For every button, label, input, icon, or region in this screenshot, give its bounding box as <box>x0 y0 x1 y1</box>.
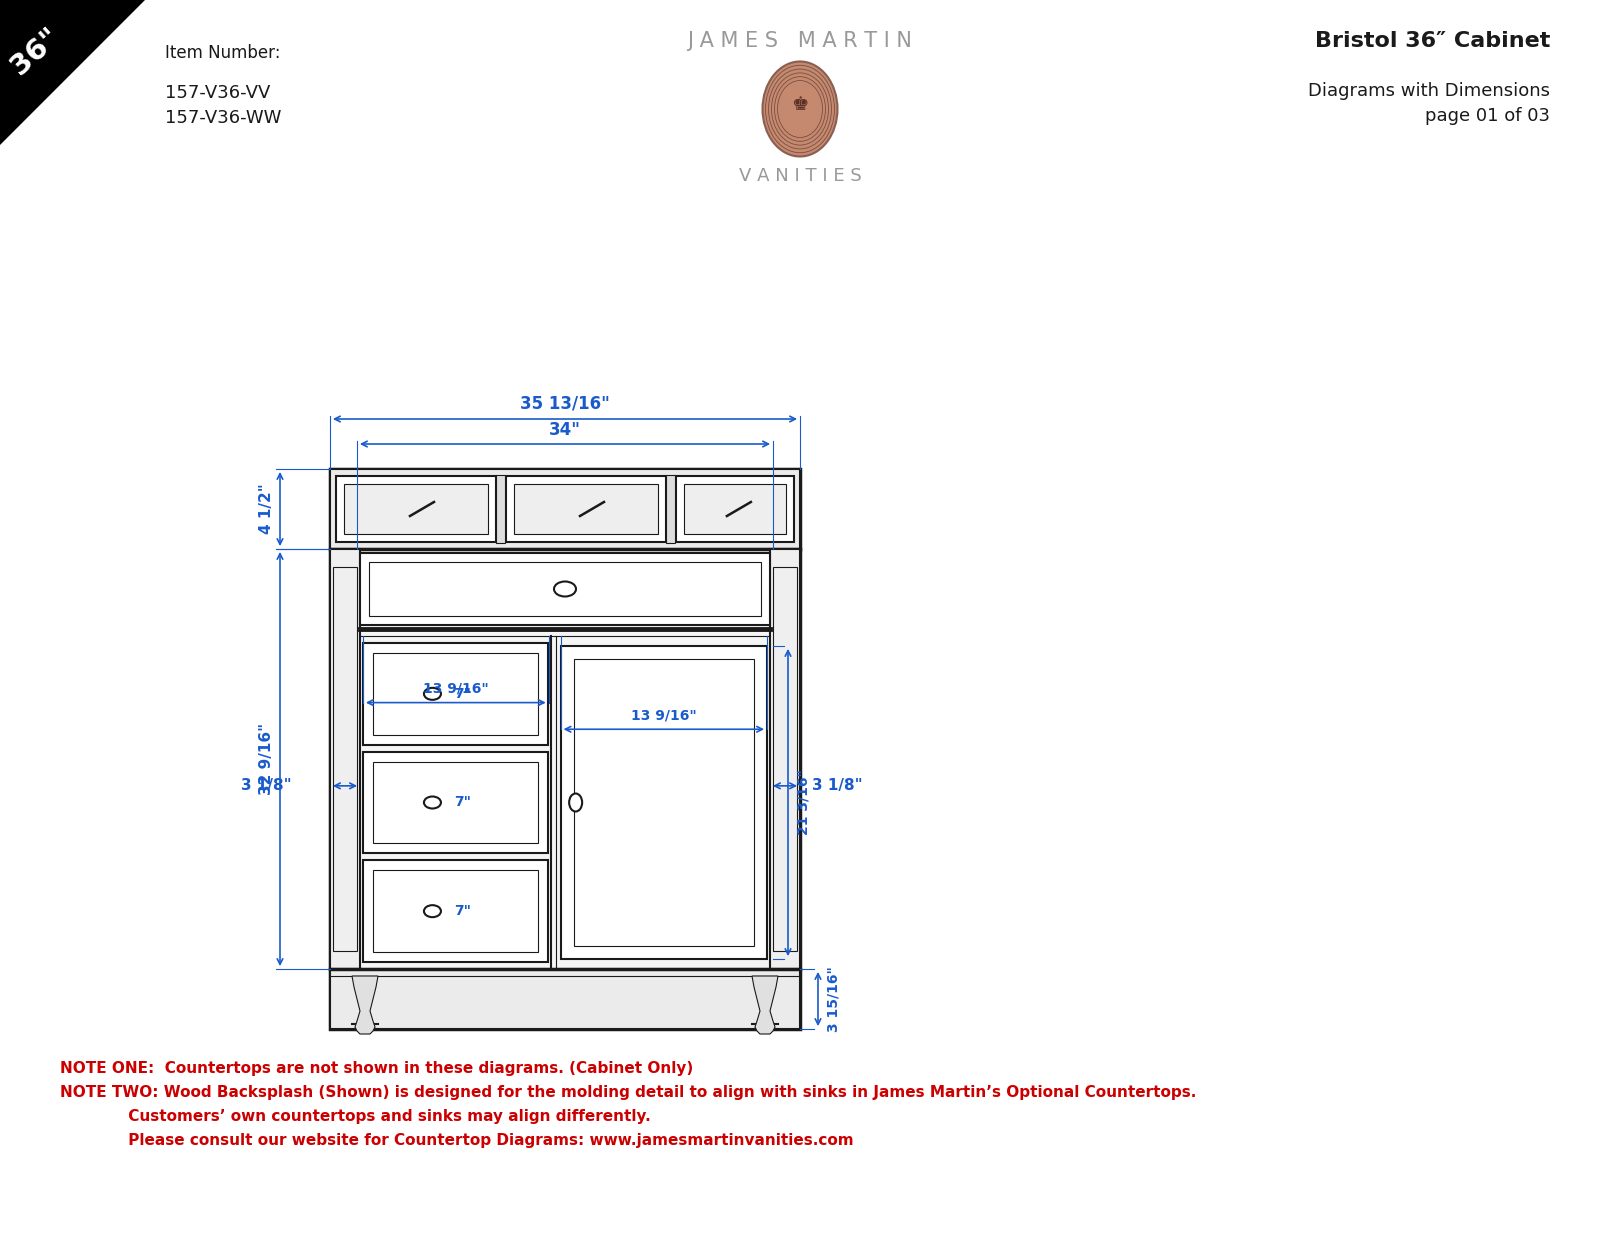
Bar <box>344 484 488 534</box>
Bar <box>573 659 754 947</box>
Ellipse shape <box>424 688 440 700</box>
Text: 7": 7" <box>455 904 471 918</box>
Bar <box>666 475 676 543</box>
Bar <box>330 549 360 969</box>
Text: 157-V36-VV: 157-V36-VV <box>165 84 271 102</box>
Text: 7": 7" <box>455 795 471 809</box>
Bar <box>684 484 786 534</box>
Text: Diagrams with Dimensions: Diagrams with Dimensions <box>1308 82 1550 100</box>
Text: J A M E S   M A R T I N: J A M E S M A R T I N <box>687 31 913 51</box>
Text: 21 3/16": 21 3/16" <box>796 769 810 835</box>
Ellipse shape <box>568 793 583 812</box>
Bar <box>336 476 496 541</box>
Bar <box>514 484 658 534</box>
Text: 3 15/16": 3 15/16" <box>826 966 841 1032</box>
Text: 4 1/2": 4 1/2" <box>259 483 274 534</box>
Text: 7": 7" <box>455 686 471 701</box>
Polygon shape <box>752 976 778 1035</box>
Bar <box>373 653 538 735</box>
Bar <box>773 567 797 952</box>
Bar <box>676 476 794 541</box>
Text: NOTE TWO: Wood Backsplash (Shown) is designed for the molding detail to align wi: NOTE TWO: Wood Backsplash (Shown) is des… <box>59 1085 1196 1100</box>
Bar <box>368 563 760 616</box>
Text: 35 13/16": 35 13/16" <box>520 394 610 413</box>
Ellipse shape <box>424 906 440 917</box>
Bar <box>770 549 800 969</box>
Polygon shape <box>352 976 378 1035</box>
Text: 34": 34" <box>549 421 581 439</box>
Text: NOTE ONE:  Countertops are not shown in these diagrams. (Cabinet Only): NOTE ONE: Countertops are not shown in t… <box>59 1061 693 1075</box>
Bar <box>363 860 548 961</box>
Bar <box>496 475 504 543</box>
Bar <box>330 969 800 1030</box>
Text: Item Number:: Item Number: <box>165 45 280 62</box>
Text: 36": 36" <box>5 22 66 81</box>
Bar <box>330 470 800 549</box>
Bar <box>373 762 538 844</box>
Text: Customers’ own countertops and sinks may align differently.: Customers’ own countertops and sinks may… <box>59 1109 650 1124</box>
Text: 3 1/8": 3 1/8" <box>242 778 291 793</box>
Bar <box>363 752 548 854</box>
Text: 32 9/16": 32 9/16" <box>259 722 274 795</box>
Bar <box>373 870 538 952</box>
Ellipse shape <box>762 62 837 156</box>
Bar <box>363 643 548 745</box>
Text: 157-V36-WW: 157-V36-WW <box>165 109 282 128</box>
Text: 13 9/16": 13 9/16" <box>631 709 696 722</box>
Text: 3 1/8": 3 1/8" <box>812 778 863 793</box>
Ellipse shape <box>554 581 576 596</box>
Text: Please consult our website for Countertop Diagrams: www.jamesmartinvanities.com: Please consult our website for Counterto… <box>59 1132 853 1149</box>
Text: ♚: ♚ <box>791 95 809 114</box>
Bar <box>333 567 357 952</box>
Bar <box>360 553 770 624</box>
Text: 13 9/16": 13 9/16" <box>423 681 488 695</box>
Text: Bristol 36″ Cabinet: Bristol 36″ Cabinet <box>1314 31 1550 51</box>
Bar <box>560 646 767 959</box>
Bar <box>330 470 800 1030</box>
Bar <box>506 476 666 541</box>
Ellipse shape <box>424 797 440 809</box>
Polygon shape <box>0 0 146 145</box>
Text: V A N I T I E S: V A N I T I E S <box>738 167 861 185</box>
Text: page 01 of 03: page 01 of 03 <box>1425 107 1550 125</box>
